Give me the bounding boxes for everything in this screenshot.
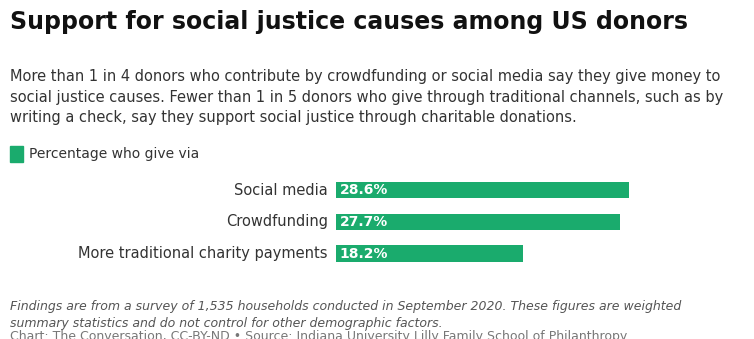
- Text: 27.7%: 27.7%: [339, 215, 388, 229]
- Text: More traditional charity payments: More traditional charity payments: [78, 246, 328, 261]
- Text: 28.6%: 28.6%: [339, 183, 388, 197]
- Text: Findings are from a survey of 1,535 households conducted in September 2020. Thes: Findings are from a survey of 1,535 hous…: [10, 300, 681, 330]
- Text: 18.2%: 18.2%: [339, 246, 388, 261]
- Text: More than 1 in 4 donors who contribute by crowdfunding or social media say they : More than 1 in 4 donors who contribute b…: [10, 69, 723, 125]
- Text: Chart: The Conversation, CC-BY-ND • Source: Indiana University Lilly Family Scho: Chart: The Conversation, CC-BY-ND • Sour…: [10, 330, 627, 339]
- Text: Crowdfunding: Crowdfunding: [226, 214, 328, 229]
- Bar: [336, 245, 523, 262]
- Text: Support for social justice causes among US donors: Support for social justice causes among …: [10, 10, 688, 34]
- Text: Social media: Social media: [234, 183, 328, 198]
- Text: Percentage who give via: Percentage who give via: [29, 147, 200, 161]
- Bar: [336, 214, 620, 230]
- Bar: [336, 182, 630, 198]
